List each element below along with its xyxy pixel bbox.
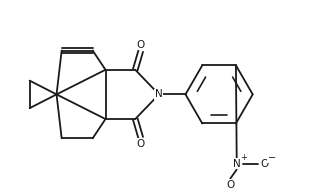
Text: O: O [137, 40, 145, 50]
Text: O: O [260, 159, 269, 169]
Text: −: − [267, 153, 276, 163]
Text: N: N [233, 159, 241, 169]
Text: +: + [240, 153, 247, 162]
Text: N: N [155, 89, 163, 99]
Text: O: O [137, 139, 145, 149]
Text: O: O [226, 180, 234, 190]
